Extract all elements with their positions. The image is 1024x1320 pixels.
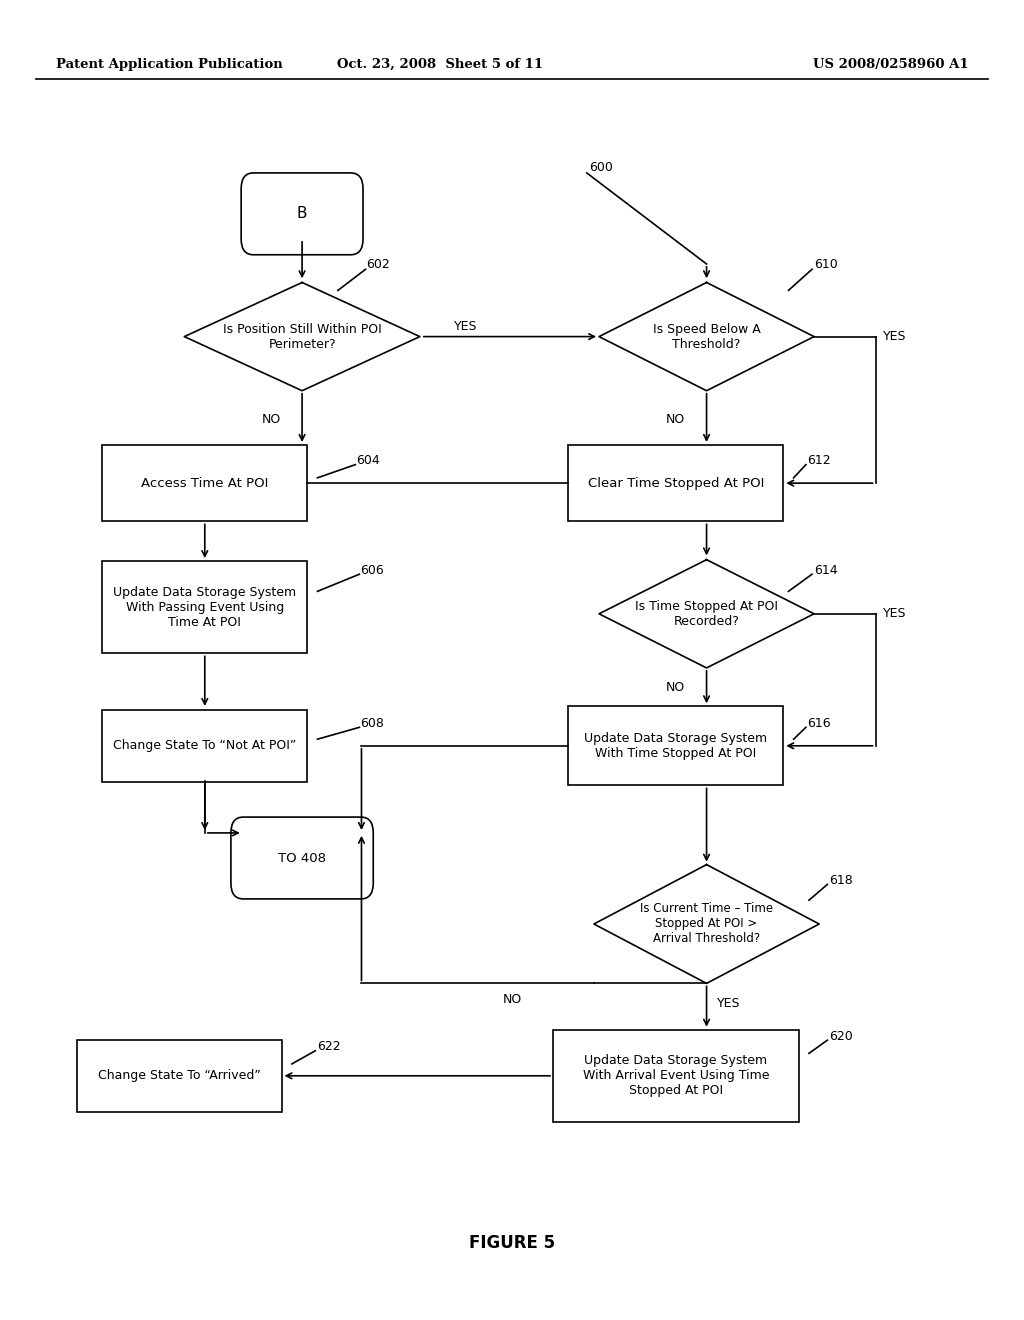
Text: NO: NO: [503, 993, 521, 1006]
Text: YES: YES: [883, 330, 906, 343]
Text: YES: YES: [717, 997, 740, 1010]
FancyBboxPatch shape: [77, 1040, 282, 1111]
FancyBboxPatch shape: [568, 445, 783, 521]
Text: Update Data Storage System
With Arrival Event Using Time
Stopped At POI: Update Data Storage System With Arrival …: [583, 1055, 769, 1097]
Text: 602: 602: [367, 257, 390, 271]
Text: NO: NO: [262, 413, 281, 426]
FancyBboxPatch shape: [102, 561, 307, 653]
Text: Is Position Still Within POI
Perimeter?: Is Position Still Within POI Perimeter?: [222, 322, 382, 351]
Text: Is Speed Below A
Threshold?: Is Speed Below A Threshold?: [652, 322, 761, 351]
Text: 604: 604: [356, 454, 380, 467]
Text: YES: YES: [455, 319, 477, 333]
Text: 618: 618: [829, 874, 853, 887]
FancyBboxPatch shape: [230, 817, 373, 899]
Text: NO: NO: [667, 413, 685, 426]
Text: Patent Application Publication: Patent Application Publication: [56, 58, 283, 71]
Text: Is Current Time – Time
Stopped At POI >
Arrival Threshold?: Is Current Time – Time Stopped At POI > …: [640, 903, 773, 945]
Text: 606: 606: [360, 564, 384, 577]
Text: Update Data Storage System
With Passing Event Using
Time At POI: Update Data Storage System With Passing …: [114, 586, 296, 628]
Text: US 2008/0258960 A1: US 2008/0258960 A1: [813, 58, 969, 71]
Text: Access Time At POI: Access Time At POI: [141, 477, 268, 490]
Text: 616: 616: [807, 717, 830, 730]
Text: 608: 608: [360, 717, 384, 730]
Text: Change State To “Arrived”: Change State To “Arrived”: [98, 1069, 260, 1082]
Text: Oct. 23, 2008  Sheet 5 of 11: Oct. 23, 2008 Sheet 5 of 11: [337, 58, 544, 71]
FancyBboxPatch shape: [102, 710, 307, 781]
Text: YES: YES: [883, 607, 906, 620]
Text: TO 408: TO 408: [279, 851, 326, 865]
Text: 612: 612: [807, 454, 830, 467]
Text: B: B: [297, 206, 307, 222]
Text: Is Time Stopped At POI
Recorded?: Is Time Stopped At POI Recorded?: [635, 599, 778, 628]
Text: 614: 614: [814, 564, 838, 577]
Text: Clear Time Stopped At POI: Clear Time Stopped At POI: [588, 477, 764, 490]
FancyBboxPatch shape: [102, 445, 307, 521]
Text: FIGURE 5: FIGURE 5: [469, 1234, 555, 1253]
Text: 620: 620: [829, 1030, 853, 1043]
FancyBboxPatch shape: [553, 1030, 799, 1122]
FancyBboxPatch shape: [242, 173, 362, 255]
Text: 610: 610: [814, 257, 838, 271]
Text: NO: NO: [667, 681, 685, 694]
FancyBboxPatch shape: [568, 706, 783, 785]
Text: Change State To “Not At POI”: Change State To “Not At POI”: [114, 739, 296, 752]
Text: 622: 622: [317, 1040, 341, 1053]
Text: Update Data Storage System
With Time Stopped At POI: Update Data Storage System With Time Sto…: [585, 731, 767, 760]
Text: 600: 600: [589, 161, 612, 174]
